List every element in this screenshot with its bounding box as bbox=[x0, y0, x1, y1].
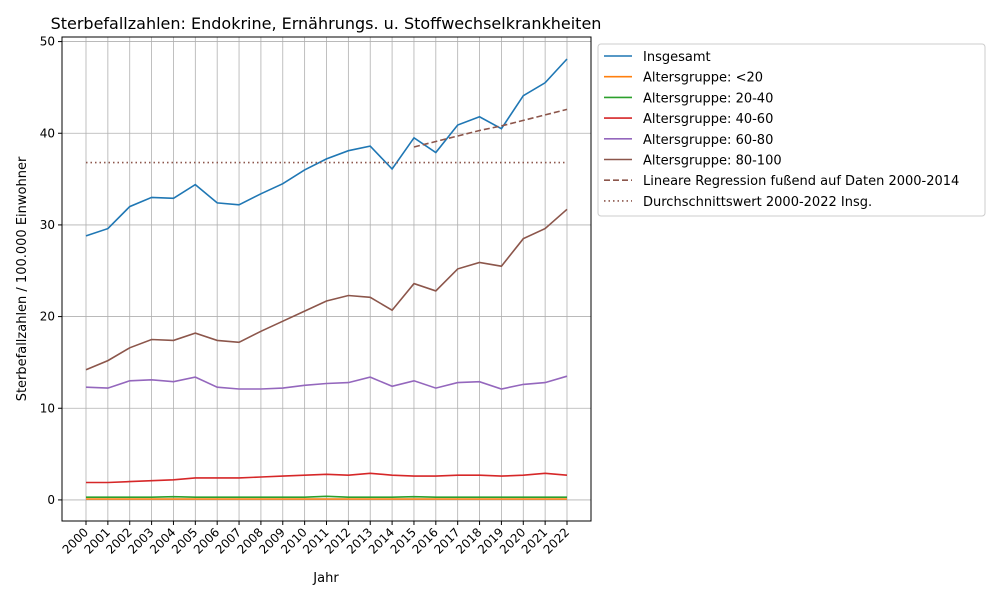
legend-label: Durchschnittswert 2000-2022 Insg. bbox=[643, 195, 872, 210]
series-line-insgesamt bbox=[85, 58, 568, 237]
legend-label: Lineare Regression fußend auf Daten 2000… bbox=[643, 174, 959, 189]
y-tick-label: 0 bbox=[47, 493, 55, 507]
series-line-lineare-regression-fu-end-auf-daten-2000-2014 bbox=[413, 108, 568, 148]
x-axis-label: Jahr bbox=[312, 571, 339, 586]
series-lines bbox=[85, 58, 568, 500]
legend-label: Altersgruppe: 40-60 bbox=[643, 112, 773, 127]
legend-label: Altersgruppe: <20 bbox=[643, 71, 763, 86]
series-line-altersgruppe-60-80 bbox=[85, 375, 568, 390]
series-line-altersgruppe-20-40 bbox=[86, 495, 567, 499]
legend-label: Insgesamt bbox=[643, 50, 711, 65]
legend-label: Altersgruppe: 80-100 bbox=[643, 154, 782, 169]
y-tick-label: 50 bbox=[40, 35, 55, 49]
grid bbox=[62, 37, 591, 521]
chart-title: Sterbefallzahlen: Endokrine, Ernährungs.… bbox=[51, 14, 602, 33]
y-tick-label: 20 bbox=[40, 310, 55, 324]
y-tick-label: 30 bbox=[40, 218, 55, 232]
series-line-altersgruppe-40-60 bbox=[86, 472, 568, 484]
y-axis-label: Sterbefallzahlen / 100.000 Einwohner bbox=[15, 156, 30, 401]
legend-box bbox=[597, 43, 986, 217]
legend-label: Altersgruppe: 20-40 bbox=[643, 91, 773, 106]
legend-label: Altersgruppe: 60-80 bbox=[643, 133, 773, 148]
x-tick-label: 2022 bbox=[541, 525, 572, 556]
y-tick-label: 40 bbox=[40, 126, 55, 140]
y-tick-label: 10 bbox=[40, 401, 55, 415]
series-line-altersgruppe-80-100 bbox=[85, 208, 568, 371]
legend: Insgesamt Altersgruppe: <20 Altersgruppe: … bbox=[597, 43, 986, 217]
axis-ticks: 2000200120022003200420052006200720082009… bbox=[40, 35, 572, 557]
